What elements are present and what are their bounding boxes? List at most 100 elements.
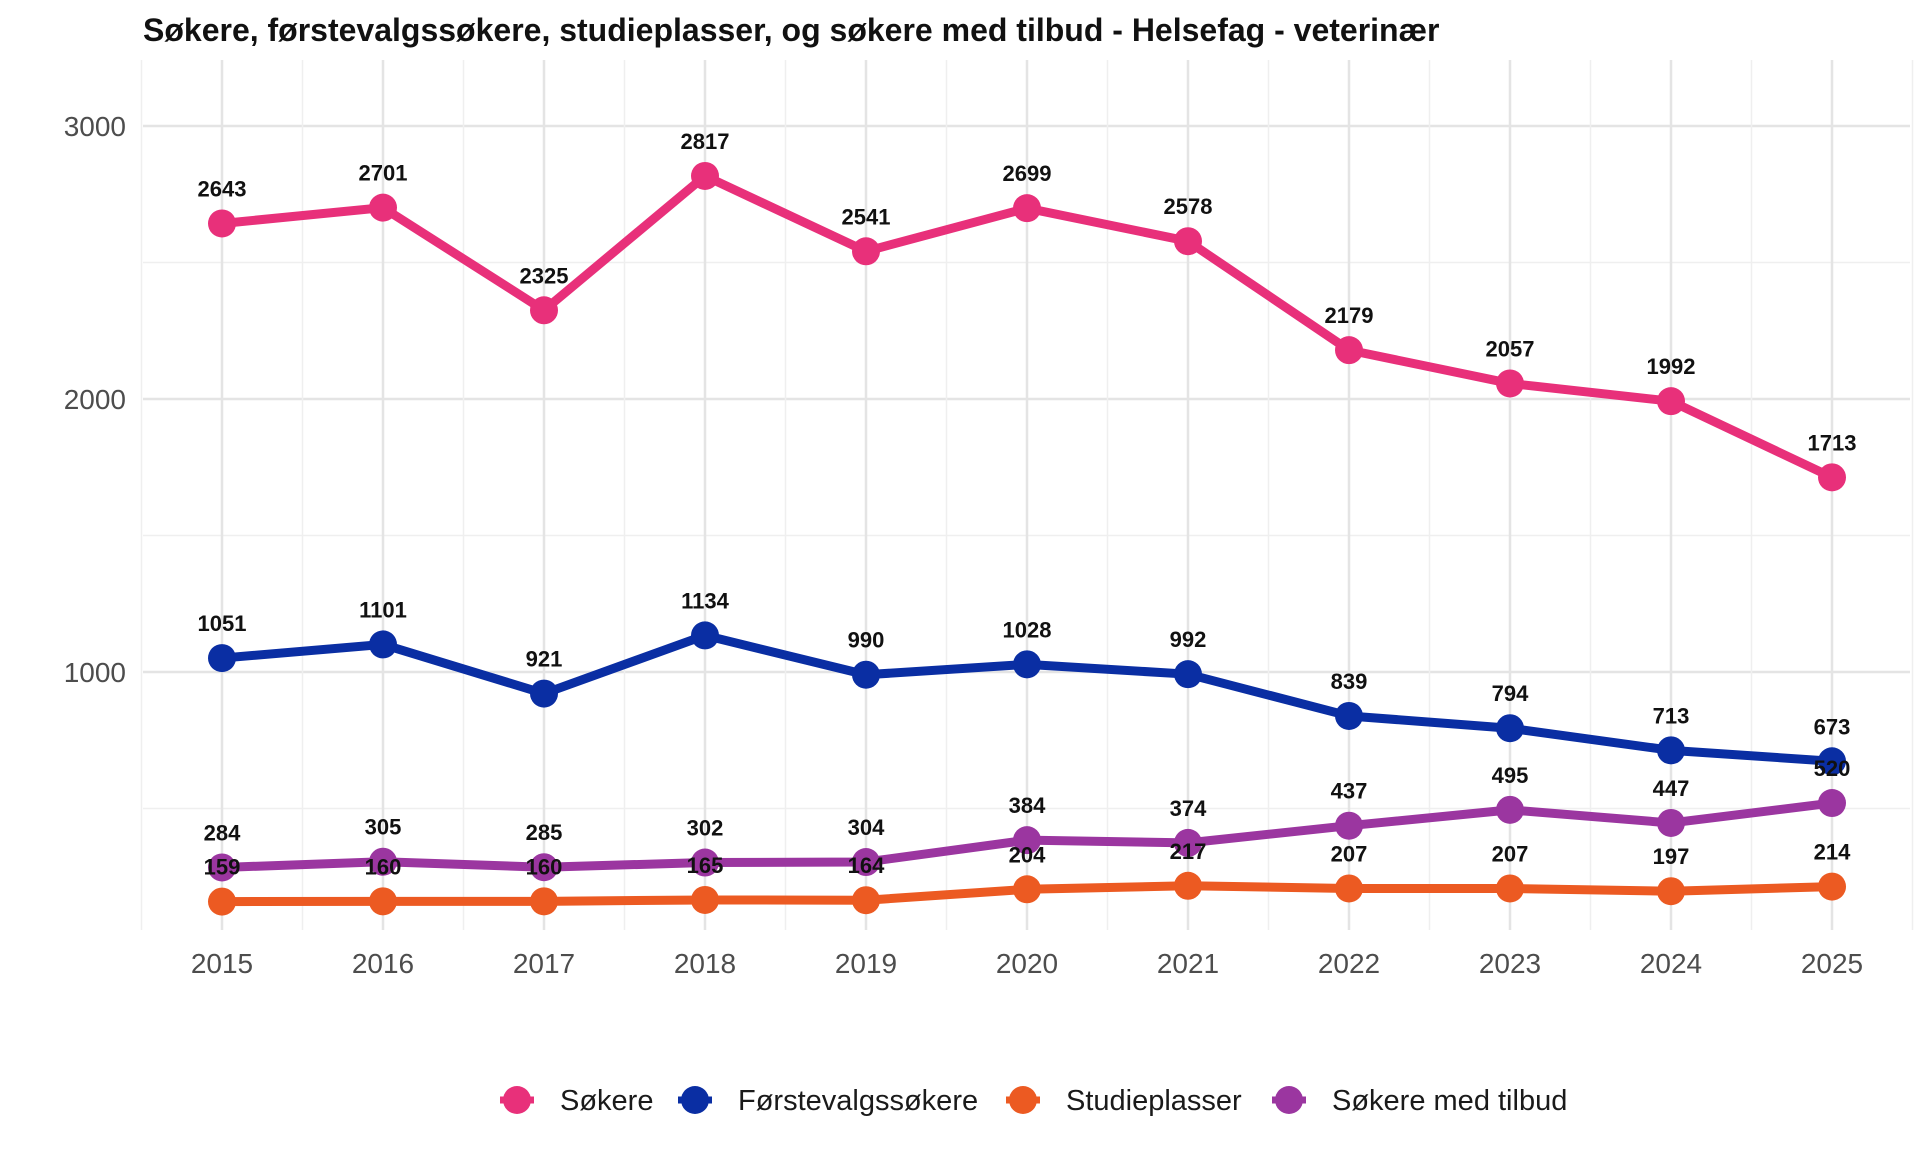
data-label: 197 [1653, 844, 1690, 869]
y-tick-label: 2000 [64, 384, 126, 415]
data-point [1657, 736, 1685, 765]
chart-title: Søkere, førstevalgssøkere, studieplasser… [143, 12, 1439, 48]
legend-item: Søkere med tilbud [1272, 1085, 1567, 1117]
data-label: 204 [1009, 842, 1046, 867]
data-point [530, 679, 558, 708]
data-point [1174, 871, 1202, 900]
data-point [208, 853, 236, 882]
x-tick-label: 2024 [1640, 948, 1702, 979]
data-point [1013, 650, 1041, 679]
data-label: 305 [365, 815, 402, 840]
data-labels: 2643 2701 2325 2817 2541 2699 2578 2179 2057 1992… [198, 129, 1857, 880]
data-label: 304 [848, 815, 885, 840]
data-label: 302 [687, 816, 724, 841]
legend-label: Førstevalgssøkere [738, 1085, 978, 1117]
data-label: 1028 [1003, 617, 1052, 642]
data-label: 495 [1492, 763, 1529, 788]
data-label: 207 [1331, 841, 1368, 866]
data-point [1013, 194, 1041, 223]
data-point [208, 887, 236, 916]
x-tick-label: 2023 [1479, 948, 1541, 979]
data-label: 713 [1653, 703, 1690, 728]
data-point [208, 209, 236, 238]
data-label: 285 [526, 820, 563, 845]
data-label: 839 [1331, 669, 1368, 694]
data-label: 992 [1170, 627, 1207, 652]
data-point [1496, 714, 1524, 743]
data-point [691, 621, 719, 650]
legend: Søkere Førstevalgssøkere Studieplasser Søke… [500, 1085, 1567, 1117]
legend-marker [503, 1086, 531, 1114]
y-tick-label: 1000 [64, 657, 126, 688]
data-label: 214 [1814, 840, 1851, 865]
data-point [530, 887, 558, 916]
x-tick-label: 2015 [191, 948, 253, 979]
legend-item: Søkere [500, 1085, 653, 1117]
data-point [691, 885, 719, 914]
data-label: 2541 [842, 204, 891, 229]
data-point [1174, 660, 1202, 689]
data-point [691, 161, 719, 190]
legend-item: Studieplasser [1006, 1085, 1242, 1117]
data-point [1174, 227, 1202, 256]
data-point [369, 630, 397, 659]
legend-label: Studieplasser [1066, 1085, 1242, 1117]
data-label: 794 [1492, 681, 1529, 706]
data-point [1657, 808, 1685, 837]
data-label: 447 [1653, 776, 1690, 801]
data-label: 520 [1814, 756, 1851, 781]
x-tick-label: 2025 [1801, 948, 1863, 979]
y-tick-label: 3000 [64, 111, 126, 142]
legend-label: Søkere [560, 1085, 653, 1117]
legend-marker [1275, 1086, 1303, 1114]
data-point [1818, 872, 1846, 901]
data-point [530, 296, 558, 325]
data-point [1496, 795, 1524, 824]
data-point [852, 237, 880, 266]
data-label: 2578 [1164, 194, 1213, 219]
gridlines [140, 60, 1914, 930]
data-point [1818, 789, 1846, 818]
data-point [1818, 747, 1846, 776]
data-label: 921 [526, 647, 563, 672]
data-point [1657, 877, 1685, 906]
data-label: 374 [1170, 796, 1207, 821]
data-point [1657, 387, 1685, 416]
x-tick-label: 2020 [996, 948, 1058, 979]
data-label: 164 [848, 853, 885, 878]
data-label: 2643 [198, 176, 247, 201]
data-label: 2699 [1003, 161, 1052, 186]
data-label: 673 [1814, 714, 1851, 739]
data-label: 2817 [681, 129, 730, 154]
x-tick-label: 2018 [674, 948, 736, 979]
legend-item: Førstevalgssøkere [678, 1085, 978, 1117]
data-label: 1051 [198, 611, 247, 636]
data-point [1496, 874, 1524, 903]
data-label: 990 [848, 628, 885, 653]
data-label: 284 [204, 820, 241, 845]
series-søkere-med-tilbud [208, 789, 1846, 882]
data-point [369, 193, 397, 222]
data-label: 384 [1009, 793, 1046, 818]
data-label: 160 [365, 854, 402, 879]
series-søkere [208, 161, 1846, 492]
data-label: 437 [1331, 779, 1368, 804]
legend-marker [1009, 1086, 1037, 1114]
data-point [369, 847, 397, 876]
data-label: 1713 [1808, 430, 1857, 455]
data-point [369, 887, 397, 916]
data-point [852, 886, 880, 915]
data-point [1335, 811, 1363, 840]
x-tick-label: 2016 [352, 948, 414, 979]
data-point [852, 660, 880, 689]
data-label: 207 [1492, 841, 1529, 866]
data-point [691, 848, 719, 877]
data-point [1013, 875, 1041, 904]
data-label: 2325 [520, 263, 569, 288]
legend-marker [681, 1086, 709, 1114]
x-tick-label: 2019 [835, 948, 897, 979]
data-label: 2057 [1486, 336, 1535, 361]
data-point [1818, 463, 1846, 492]
data-label: 217 [1170, 839, 1207, 864]
